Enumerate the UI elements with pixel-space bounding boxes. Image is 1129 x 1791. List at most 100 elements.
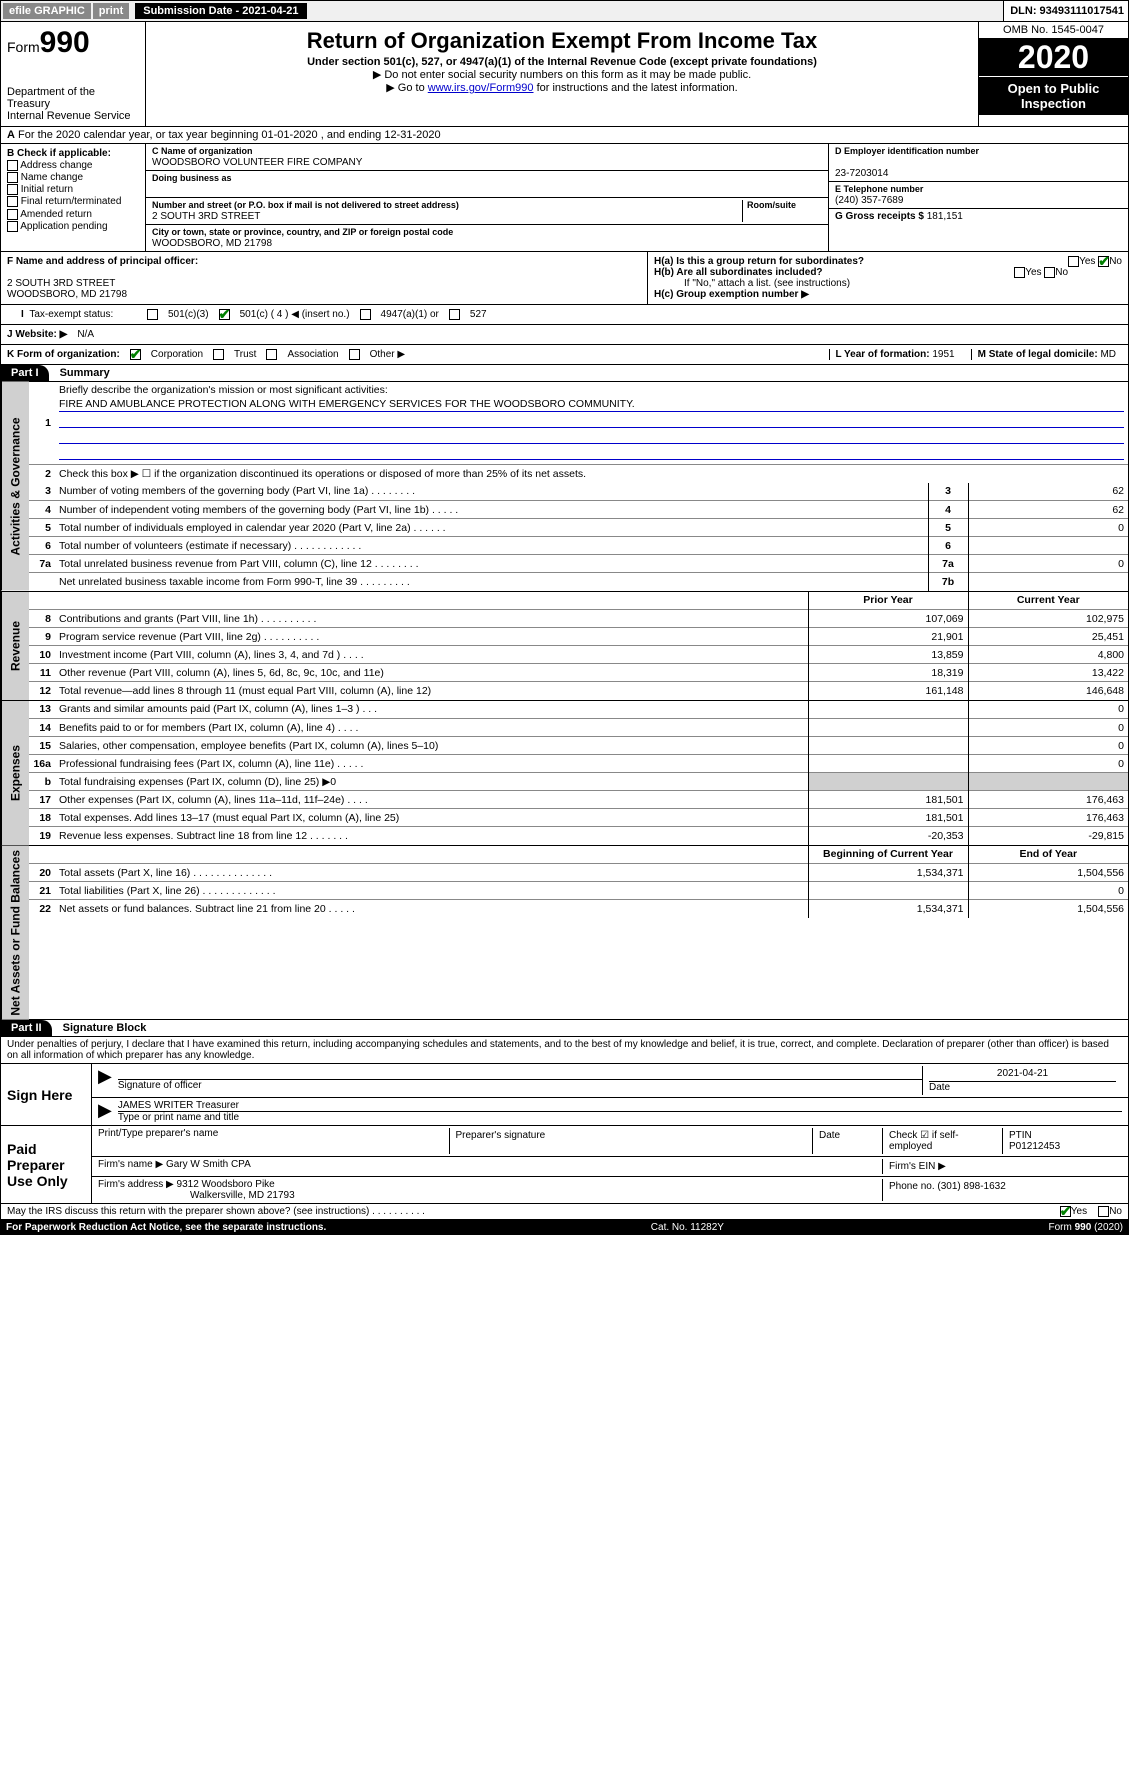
table-row: 3Number of voting members of the governi… (29, 483, 1128, 501)
part1-header-row: Part I Summary (0, 365, 1129, 382)
phone-value: (301) 898-1632 (937, 1181, 1005, 1192)
gross-label: G Gross receipts $ (835, 211, 924, 222)
box-b-option[interactable]: Final return/terminated (7, 196, 139, 207)
box-d: D Employer identification number 23-7203… (828, 144, 1128, 251)
section-revenue: Revenue Prior YearCurrent Year8Contribut… (0, 592, 1129, 701)
501c3-checkbox[interactable] (147, 309, 158, 320)
box-b-label: B Check if applicable: (7, 148, 139, 159)
row-a-tax-year: A For the 2020 calendar year, or tax yea… (0, 127, 1129, 144)
tax-year: 2020 (979, 39, 1128, 76)
ha-yes-checkbox[interactable] (1068, 256, 1079, 267)
irs-link[interactable]: www.irs.gov/Form990 (428, 82, 534, 94)
opt-501c3: 501(c)(3) (168, 309, 209, 320)
firm-name: Gary W Smith CPA (166, 1159, 251, 1170)
k-trust-checkbox[interactable] (213, 349, 224, 360)
ha-no-checkbox[interactable] (1098, 256, 1109, 267)
dept-label: Department of the Treasury Internal Reve… (7, 86, 139, 122)
box-b-option[interactable]: Amended return (7, 209, 139, 220)
form-note-2: ▶ Go to www.irs.gov/Form990 for instruct… (154, 81, 970, 94)
k-trust: Trust (234, 349, 256, 360)
ptin-value: P01212453 (1009, 1141, 1060, 1152)
k-assoc-checkbox[interactable] (266, 349, 277, 360)
form-number: Form990 (7, 26, 139, 60)
table-row: 21Total liabilities (Part X, line 26) . … (29, 882, 1128, 900)
table-row: 7aTotal unrelated business revenue from … (29, 555, 1128, 573)
website-row: J Website: ▶ N/A (0, 325, 1129, 345)
501c-checkbox[interactable] (219, 309, 230, 320)
hb-no-checkbox[interactable] (1044, 267, 1055, 278)
efile-label[interactable]: efile GRAPHIC (3, 3, 91, 19)
tax-exempt-row: I Tax-exempt status: 501(c)(3) 501(c) ( … (0, 305, 1129, 325)
tel-label: E Telephone number (835, 184, 923, 194)
row-klm: K Form of organization: Corporation Trus… (0, 345, 1129, 365)
box-b-option[interactable]: Address change (7, 160, 139, 171)
table-row: 8Contributions and grants (Part VIII, li… (29, 610, 1128, 628)
city-label: City or town, state or province, country… (152, 227, 453, 237)
signature-block: Sign Here ▶ Signature of officer 2021-04… (0, 1064, 1129, 1204)
officer-name: JAMES WRITER Treasurer (118, 1100, 1122, 1112)
k-corp-checkbox[interactable] (130, 349, 141, 360)
form-title: Return of Organization Exempt From Incom… (154, 28, 970, 54)
discuss-row: May the IRS discuss this return with the… (0, 1204, 1129, 1220)
box-b: B Check if applicable: Address change Na… (1, 144, 146, 251)
perjury-text: Under penalties of perjury, I declare th… (0, 1037, 1129, 1064)
form-subtitle: Under section 501(c), 527, or 4947(a)(1)… (154, 56, 970, 68)
line2-text: Check this box ▶ ☐ if the organization d… (55, 465, 1128, 483)
table-row: 22Net assets or fund balances. Subtract … (29, 900, 1128, 918)
mission-text: FIRE AND AMUBLANCE PROTECTION ALONG WITH… (59, 398, 1124, 412)
table-header-row: Beginning of Current YearEnd of Year (29, 846, 1128, 864)
box-f: F Name and address of principal officer:… (1, 252, 648, 304)
ein-value: 23-7203014 (835, 168, 888, 179)
cat-no: Cat. No. 11282Y (651, 1222, 724, 1233)
pra-notice: For Paperwork Reduction Act Notice, see … (6, 1222, 326, 1233)
hb-note: If "No," attach a list. (see instruction… (654, 278, 1122, 289)
section-net-assets: Net Assets or Fund Balances Beginning of… (0, 846, 1129, 1021)
officer-addr2: WOODSBORO, MD 21798 (7, 289, 127, 300)
table-row: 15Salaries, other compensation, employee… (29, 737, 1128, 755)
hb-yes-checkbox[interactable] (1014, 267, 1025, 278)
k-other: Other ▶ (370, 349, 405, 360)
website-label: J Website: ▶ (7, 329, 67, 340)
room-label: Room/suite (747, 200, 796, 210)
box-b-option[interactable]: Name change (7, 172, 139, 183)
4947-checkbox[interactable] (360, 309, 371, 320)
sidelabel-governance: Activities & Governance (1, 382, 29, 591)
box-b-option[interactable]: Application pending (7, 221, 139, 232)
officer-label: F Name and address of principal officer: (7, 256, 198, 267)
box-b-option[interactable]: Initial return (7, 184, 139, 195)
527-checkbox[interactable] (449, 309, 460, 320)
section-expenses: Expenses 13Grants and similar amounts pa… (0, 701, 1129, 846)
discuss-yes-checkbox[interactable] (1060, 1206, 1071, 1217)
k-label: K Form of organization: (7, 349, 120, 360)
row-a-text: For the 2020 calendar year, or tax year … (18, 129, 441, 141)
k-other-checkbox[interactable] (349, 349, 360, 360)
discuss-no-checkbox[interactable] (1098, 1206, 1109, 1217)
part1-badge: Part I (1, 365, 49, 381)
table-row: 4Number of independent voting members of… (29, 501, 1128, 519)
print-button[interactable]: print (93, 3, 129, 19)
firm-ein-label: Firm's EIN ▶ (889, 1161, 946, 1172)
l-label: L Year of formation: (836, 349, 930, 360)
k-assoc: Association (287, 349, 338, 360)
org-name-label: C Name of organization (152, 146, 253, 156)
table-row: 12Total revenue—add lines 8 through 11 (… (29, 682, 1128, 700)
org-address: 2 SOUTH 3RD STREET (152, 211, 260, 222)
tax-status-label: Tax-exempt status: (29, 309, 113, 320)
website-value: N/A (77, 329, 94, 340)
sidelabel-net-assets: Net Assets or Fund Balances (1, 846, 29, 1020)
ha-no: No (1109, 256, 1122, 267)
self-employed-label: Check ☑ if self-employed (889, 1130, 959, 1152)
discuss-yes: Yes (1071, 1206, 1087, 1217)
table-header-row: Prior YearCurrent Year (29, 592, 1128, 610)
sidelabel-expenses: Expenses (1, 701, 29, 845)
hc-label: H(c) Group exemption number ▶ (654, 289, 809, 300)
gross-value: 181,151 (927, 211, 963, 222)
m-value: MD (1100, 349, 1116, 360)
table-row: 11Other revenue (Part VIII, column (A), … (29, 664, 1128, 682)
section-governance: Activities & Governance 1 Briefly descri… (0, 382, 1129, 592)
prep-name-label: Print/Type preparer's name (98, 1128, 218, 1139)
footer: For Paperwork Reduction Act Notice, see … (0, 1220, 1129, 1235)
org-name: WOODSBORO VOLUNTEER FIRE COMPANY (152, 157, 362, 168)
table-row: 18Total expenses. Add lines 13–17 (must … (29, 809, 1128, 827)
table-row: 10Investment income (Part VIII, column (… (29, 646, 1128, 664)
